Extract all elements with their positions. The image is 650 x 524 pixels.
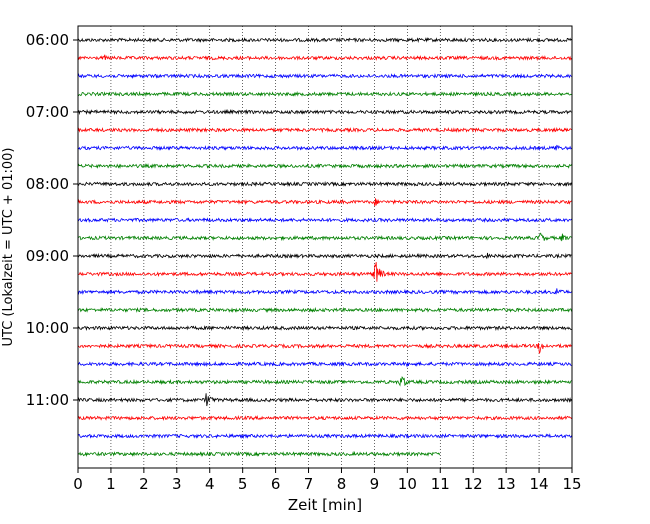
x-tick-label: 13: [497, 475, 516, 493]
seismogram-trace: [77, 217, 572, 224]
seismogram-trace: [77, 162, 572, 169]
seismogram-trace: [77, 306, 572, 314]
seismogram-traces: [77, 36, 572, 458]
seismogram-trace: [77, 450, 441, 458]
y-tick-label: 09:00: [26, 247, 69, 265]
seismogram-trace: [77, 262, 572, 282]
x-tick-label: 6: [271, 475, 281, 493]
seismogram-trace: [77, 108, 572, 116]
seismogram-trace: [77, 415, 572, 422]
x-tick-label: 7: [304, 475, 314, 493]
seismogram-trace: [77, 232, 572, 242]
plot-frame: [77, 25, 573, 469]
x-tick-label: 9: [370, 475, 380, 493]
y-tick-label: 10:00: [26, 319, 69, 337]
y-axis-label: UTC (Lokalzeit = UTC + 01:00): [1, 148, 16, 347]
x-tick-label: 11: [431, 475, 450, 493]
seismogram-trace: [77, 252, 572, 260]
y-tick-label: 06:00: [26, 31, 69, 49]
seismogram-trace: [77, 126, 572, 134]
y-tick-label: 08:00: [26, 175, 69, 193]
x-axis-label: Zeit [min]: [288, 496, 362, 514]
y-axis-ticks: 06:00 07:00 08:00 09:00 10:00 11:00: [26, 31, 78, 409]
seismogram-trace: [77, 393, 572, 407]
x-tick-label: 2: [139, 475, 149, 493]
seismogram-trace: [77, 180, 572, 188]
y-tick-label: 07:00: [26, 103, 69, 121]
seismogram-trace: [77, 325, 572, 332]
x-tick-label: 4: [205, 475, 215, 493]
seismogram-trace: [77, 198, 572, 207]
y-tick-label: 11:00: [26, 391, 69, 409]
x-tick-label: 8: [337, 475, 347, 493]
x-tick-label: 0: [73, 475, 83, 493]
seismogram-trace: [77, 36, 572, 43]
x-tick-label: 15: [562, 475, 581, 493]
seismogram-trace: [77, 432, 572, 440]
seismogram-trace: [77, 90, 572, 98]
x-tick-label: 3: [172, 475, 182, 493]
x-tick-label: 5: [238, 475, 248, 493]
x-tick-label: 14: [530, 475, 549, 493]
seismogram-trace: [77, 360, 572, 368]
seismogram-trace: [77, 342, 572, 355]
seismogram-trace: [77, 72, 572, 79]
x-tick-label: 1: [106, 475, 116, 493]
x-axis-ticks: 0 1 2 3 4 5 6 7 8 9 10 11 12 13 14 15: [73, 468, 582, 493]
seismogram-trace: [77, 376, 572, 387]
seismogram-trace: [77, 144, 572, 152]
seismogram-trace: [77, 288, 572, 296]
seismogram-trace: [77, 54, 572, 62]
x-tick-label: 10: [398, 475, 417, 493]
x-tick-label: 12: [464, 475, 483, 493]
